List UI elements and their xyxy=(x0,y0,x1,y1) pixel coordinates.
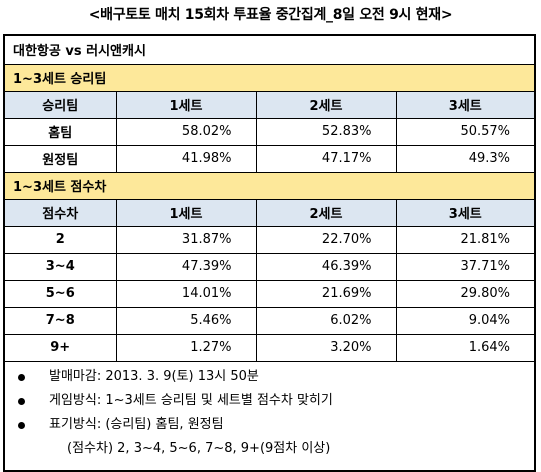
column-header: 승리팀 xyxy=(3,90,117,119)
note-notation-continued: (점수차) 2, 3~4, 5~6, 7~8, 9+(9점차 이상) xyxy=(5,440,534,464)
table-cell: 22.70% xyxy=(255,225,397,254)
vote-rate-table: 대한항공 vs 러시앤캐시 1~3세트 승리팀 승리팀 1세트 2세트 3세트 … xyxy=(3,34,537,472)
column-header: 3세트 xyxy=(395,90,536,119)
row-label: 2 xyxy=(3,225,117,254)
table-cell: 47.39% xyxy=(115,252,257,281)
row-label: 9+ xyxy=(3,333,117,362)
column-header: 점수차 xyxy=(3,198,117,227)
table-cell: 21.81% xyxy=(395,225,536,254)
table-cell: 1.27% xyxy=(115,333,257,362)
table-cell: 52.83% xyxy=(255,117,397,146)
table-cell: 37.71% xyxy=(395,252,536,281)
table-row: 2 31.87% 22.70% 21.81% xyxy=(3,225,536,254)
bullet-icon xyxy=(18,421,25,429)
notes-cell: 발매마감: 2013. 3. 9(토) 13시 50분 게임방식: 1~3세트 … xyxy=(3,360,536,472)
row-label: 7~8 xyxy=(3,306,117,335)
column-header: 1세트 xyxy=(115,90,257,119)
table-cell: 49.3% xyxy=(395,144,536,173)
table-cell: 1.64% xyxy=(395,333,536,362)
column-header: 2세트 xyxy=(255,198,397,227)
win-team-section-title: 1~3세트 승리팀 xyxy=(3,63,536,92)
table-cell: 5.46% xyxy=(115,306,257,335)
win-team-header-row: 승리팀 1세트 2세트 3세트 xyxy=(3,90,536,119)
table-row: 9+ 1.27% 3.20% 1.64% xyxy=(3,333,536,362)
notes-row: 발매마감: 2013. 3. 9(토) 13시 50분 게임방식: 1~3세트 … xyxy=(3,360,536,472)
table-cell: 50.57% xyxy=(395,117,536,146)
column-header: 3세트 xyxy=(395,198,536,227)
column-header: 1세트 xyxy=(115,198,257,227)
bullet-icon xyxy=(18,373,25,381)
row-label: 홈팀 xyxy=(3,117,117,146)
score-diff-section-title: 1~3세트 점수차 xyxy=(3,171,536,200)
table-cell: 9.04% xyxy=(395,306,536,335)
table-cell: 58.02% xyxy=(115,117,257,146)
page-title: <배구토토 매치 15회차 투표율 중간집계_8일 오전 9시 현재> xyxy=(88,7,453,23)
table-row: 홈팀 58.02% 52.83% 50.57% xyxy=(3,117,536,146)
table-cell: 3.20% xyxy=(255,333,397,362)
table-cell: 21.69% xyxy=(255,279,397,308)
win-team-section-row: 1~3세트 승리팀 xyxy=(3,63,536,92)
score-diff-header-row: 점수차 1세트 2세트 3세트 xyxy=(3,198,536,227)
table-cell: 29.80% xyxy=(395,279,536,308)
row-label: 5~6 xyxy=(3,279,117,308)
table-cell: 31.87% xyxy=(115,225,257,254)
note-text: (점수차) 2, 3~4, 5~6, 7~8, 9+(9점차 이상) xyxy=(67,440,331,456)
note-text: 발매마감: 2013. 3. 9(토) 13시 50분 xyxy=(49,368,259,384)
table-row: 원정팀 41.98% 47.17% 49.3% xyxy=(3,144,536,173)
row-label: 3~4 xyxy=(3,252,117,281)
table-row: 3~4 47.39% 46.39% 37.71% xyxy=(3,252,536,281)
table-cell: 41.98% xyxy=(115,144,257,173)
match-title: 대한항공 vs 러시앤캐시 xyxy=(3,34,536,65)
table-cell: 14.01% xyxy=(115,279,257,308)
note-deadline: 발매마감: 2013. 3. 9(토) 13시 50분 xyxy=(5,368,534,392)
table-cell: 47.17% xyxy=(255,144,397,173)
match-row: 대한항공 vs 러시앤캐시 xyxy=(3,34,536,65)
note-notation: 표기방식: (승리팀) 홈팀, 원정팀 xyxy=(5,416,534,440)
note-method: 게임방식: 1~3세트 승리팀 및 세트별 점수차 맞히기 xyxy=(5,392,534,416)
bullet-icon xyxy=(18,397,25,405)
note-text: 게임방식: 1~3세트 승리팀 및 세트별 점수차 맞히기 xyxy=(49,392,333,408)
table-row: 7~8 5.46% 6.02% 9.04% xyxy=(3,306,536,335)
table-cell: 6.02% xyxy=(255,306,397,335)
column-header: 2세트 xyxy=(255,90,397,119)
note-text: 표기방식: (승리팀) 홈팀, 원정팀 xyxy=(49,416,224,432)
table-row: 5~6 14.01% 21.69% 29.80% xyxy=(3,279,536,308)
table-cell: 46.39% xyxy=(255,252,397,281)
row-label: 원정팀 xyxy=(3,144,117,173)
score-diff-section-row: 1~3세트 점수차 xyxy=(3,171,536,200)
